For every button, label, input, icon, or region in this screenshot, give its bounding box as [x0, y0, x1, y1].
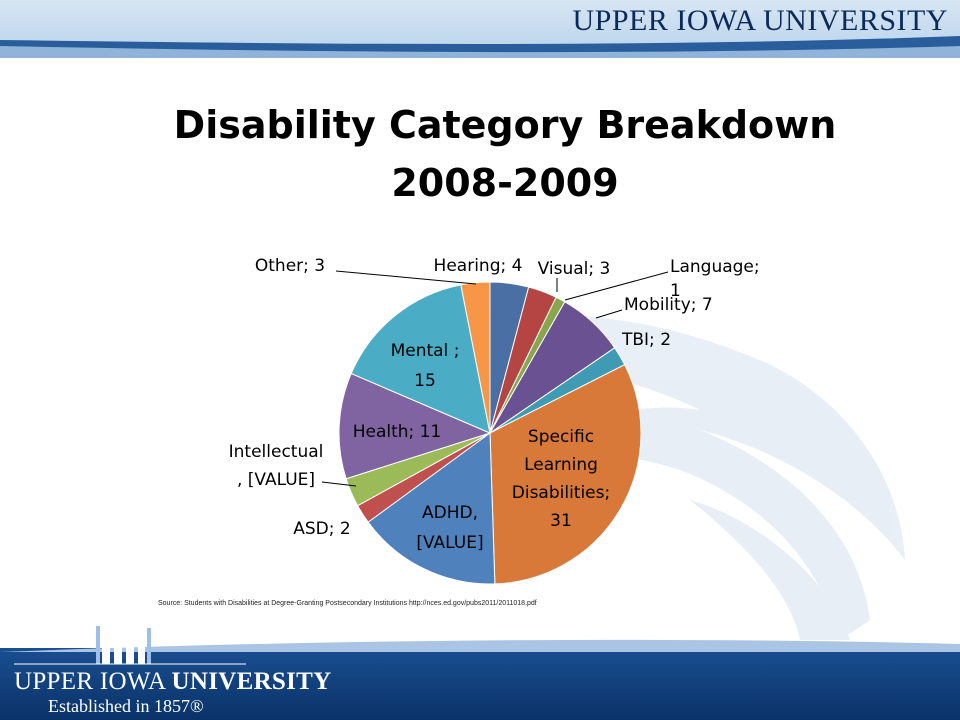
leader-lines	[321, 270, 669, 487]
title-line-2: 2008-2009	[391, 161, 619, 205]
slice-label-tbi: TBI; 2	[621, 330, 671, 350]
slice-label-specific-learning-disabilities: Specific Learning Disabilities; 31	[512, 427, 610, 531]
footer-band	[0, 648, 960, 720]
pie-slice-health	[338, 372, 492, 480]
leader-line-other	[335, 270, 477, 285]
slice-label-mobility: Mobility; 7	[624, 295, 713, 315]
slice-label-visual: Visual; 3	[538, 259, 611, 279]
university-logo-icon	[14, 610, 246, 665]
pie-slices	[338, 281, 642, 585]
slice-label-adhd: ADHD, [VALUE]	[416, 503, 483, 553]
footer-swoosh	[0, 639, 960, 652]
header-swoosh-light	[0, 46, 960, 58]
footer-name-regular: UPPER IOWA	[14, 668, 172, 695]
title-line-1: Disability Category Breakdown	[173, 103, 837, 147]
slice-label-other: Other; 3	[255, 256, 325, 276]
header-brand: UPPER IOWA UNIVERSITY	[572, 4, 948, 37]
page-title: Disability Category Breakdown 2008-2009	[80, 96, 930, 212]
slice-label-asd: ASD; 2	[293, 519, 350, 539]
footer-established: Established in 1857®	[48, 696, 204, 716]
footer-university-name: UPPER IOWA UNIVERSITY	[14, 668, 331, 696]
slice-label-intellectual: Intellectual, [VALUE]	[229, 442, 324, 490]
pie-slice-adhd	[367, 432, 496, 585]
slice-label-health: Health; 11	[353, 422, 442, 442]
slice-label-language: Language; 1	[670, 257, 760, 301]
leader-line-language	[564, 271, 669, 301]
pie-slice-mental	[350, 284, 491, 434]
source-note: Source: Students with Disabilities at De…	[158, 600, 537, 607]
leader-line-mobility	[595, 309, 623, 319]
footer-name-bold: UNIVERSITY	[171, 668, 332, 695]
slice-label-hearing: Hearing; 4	[434, 256, 523, 276]
watermark	[430, 315, 905, 640]
pie-slice-other	[460, 281, 491, 434]
leader-line-intellectual	[321, 481, 357, 487]
slice-label-mental: Mental ; 15	[391, 341, 460, 391]
pie-slice-specific-learning-disabilities	[489, 363, 642, 585]
